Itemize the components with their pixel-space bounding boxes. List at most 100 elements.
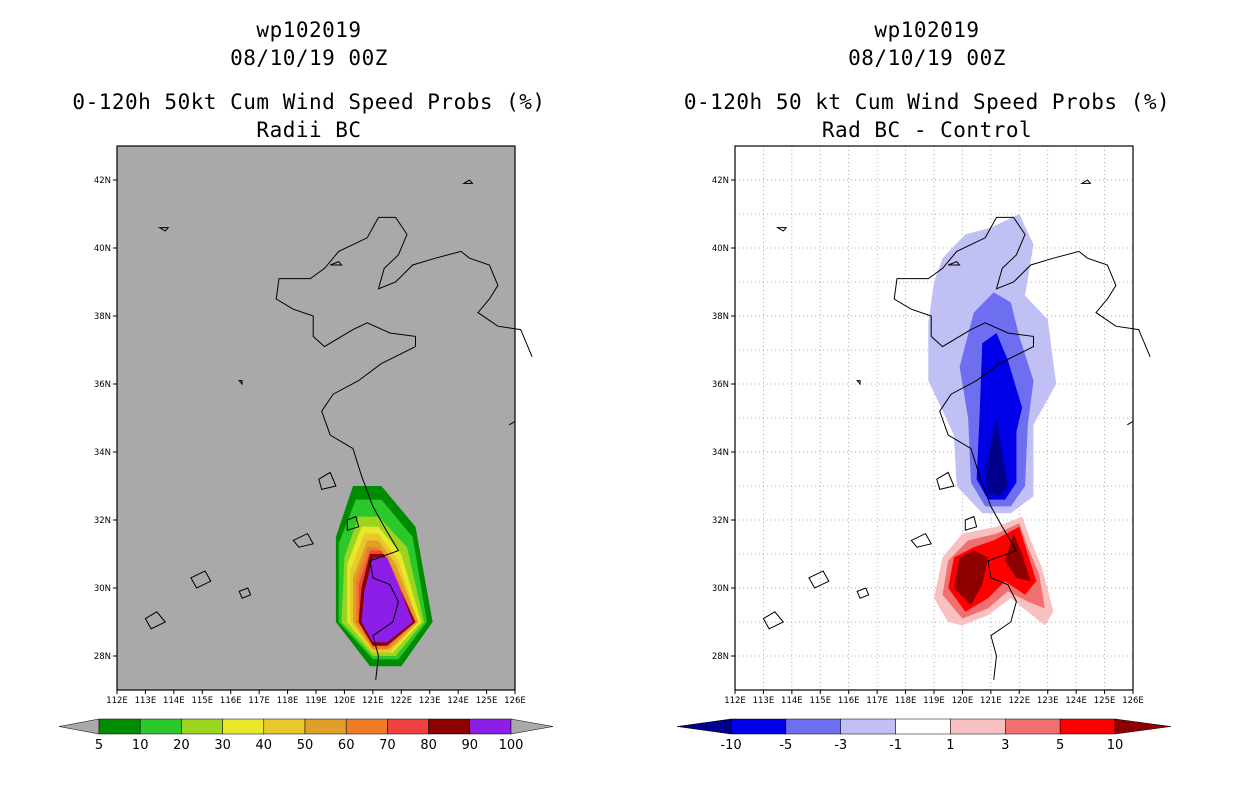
x-tick-label: 112E xyxy=(724,696,746,706)
x-tick-label: 126E xyxy=(504,696,526,706)
colorbar-swatch xyxy=(840,718,896,735)
coastline xyxy=(762,179,1151,680)
y-tick-label: 30N xyxy=(94,584,111,594)
chart-subtitle: Rad BC - Control xyxy=(821,118,1033,142)
colorbar-label: 5 xyxy=(1056,738,1064,753)
colorbar-swatch xyxy=(895,718,951,735)
colorbar-swatch xyxy=(263,718,306,735)
colorbar-swatch xyxy=(181,718,223,735)
colorbar-label: 50 xyxy=(297,738,314,753)
colorbar-label: -1 xyxy=(889,738,902,753)
y-tick-label: 28N xyxy=(712,652,729,662)
chart-title-date: 08/10/19 00Z xyxy=(230,46,388,70)
y-tick-label: 42N xyxy=(712,176,729,186)
colorbar-label: 90 xyxy=(462,738,479,753)
colorbar: 5 10 20 30 40 50 60 70 80 90 100 xyxy=(58,718,554,753)
x-tick-label: 115E xyxy=(191,696,213,706)
y-tick-label: 34N xyxy=(712,448,729,458)
colorbar-label: 30 xyxy=(214,738,231,753)
y-tick-label: 40N xyxy=(94,244,111,254)
x-tick-label: 116E xyxy=(838,696,860,706)
x-tick-label: 117E xyxy=(866,696,888,706)
x-tick-label: 125E xyxy=(1094,696,1116,706)
x-tick-label: 125E xyxy=(476,696,498,706)
colorbar-label: 1 xyxy=(946,738,954,753)
chart-subtitle: Radii BC xyxy=(256,118,362,142)
x-tick-label: 118E xyxy=(895,696,917,706)
y-tick-label: 36N xyxy=(712,380,729,390)
colorbar-swatch xyxy=(98,718,141,735)
x-tick-label: 118E xyxy=(277,696,299,706)
chart-title-date: 08/10/19 00Z xyxy=(848,46,1006,70)
x-tick-label: 119E xyxy=(923,696,945,706)
chart-title-variable: 0-120h 50kt Cum Wind Speed Probs (%) xyxy=(72,90,546,114)
x-tick-label: 119E xyxy=(305,696,327,706)
colorbar-label: 100 xyxy=(499,738,524,753)
panel-radii-bc: wp102019 08/10/19 00Z 0-120h 50kt Cum Wi… xyxy=(58,18,554,753)
x-tick-label: 114E xyxy=(781,696,803,706)
colorbar-over-arrow xyxy=(1114,718,1172,735)
x-tick-label: 115E xyxy=(809,696,831,706)
colorbar-label: 40 xyxy=(256,738,273,753)
y-tick-label: 36N xyxy=(94,380,111,390)
colorbar: -10 -5 -3 -1 1 3 5 10 xyxy=(676,718,1172,753)
y-tick-label: 34N xyxy=(94,448,111,458)
colorbar-swatch xyxy=(469,718,512,735)
y-tick-label: 32N xyxy=(94,516,111,526)
colorbar-swatch xyxy=(387,718,429,735)
contour-level-10-99 xyxy=(1005,533,1031,582)
panel-difference: wp102019 08/10/19 00Z 0-120h 50 kt Cum W… xyxy=(618,0,1236,800)
x-tick-label: 126E xyxy=(1122,696,1144,706)
colorbar-swatch xyxy=(785,718,841,735)
chart-title-storm-id: wp102019 xyxy=(874,18,980,42)
map-plot-left: 112E 113E 114E 115E 116E 117E 118E 119E 120E 121E… xyxy=(58,145,554,753)
colorbar-swatch xyxy=(139,718,182,735)
y-tick-label: 38N xyxy=(712,312,729,322)
colorbar-swatch xyxy=(428,718,471,735)
colorbar-swatch xyxy=(1059,718,1116,735)
colorbar-label: 10 xyxy=(1107,738,1124,753)
x-tick-label: 121E xyxy=(362,696,384,706)
y-tick-label: 42N xyxy=(94,176,111,186)
chart-title-variable: 0-120h 50 kt Cum Wind Speed Probs (%) xyxy=(683,90,1171,114)
contour-level-10-99 xyxy=(953,550,988,605)
x-tick-label: 124E xyxy=(447,696,469,706)
contour-level--99--10 xyxy=(985,418,1008,497)
map-plot-right: 112E 113E 114E 115E 116E 117E 118E 119E 120E 121E… xyxy=(676,145,1172,753)
y-tick-label: 32N xyxy=(712,516,729,526)
colorbar-under-arrow xyxy=(58,718,100,735)
x-tick-label: 120E xyxy=(334,696,356,706)
x-tick-label: 124E xyxy=(1065,696,1087,706)
colorbar-label: 70 xyxy=(379,738,396,753)
x-tick-label: 121E xyxy=(980,696,1002,706)
colorbar-label: -3 xyxy=(834,738,847,753)
x-tick-label: 122E xyxy=(390,696,412,706)
colorbar-label: 10 xyxy=(132,738,149,753)
colorbar-label: 3 xyxy=(1001,738,1009,753)
y-tick-label: 30N xyxy=(712,584,729,594)
colorbar-label: 5 xyxy=(95,738,103,753)
colorbar-label: 20 xyxy=(173,738,190,753)
colorbar-label: 60 xyxy=(338,738,355,753)
colorbar-label: 80 xyxy=(420,738,437,753)
colorbar-swatch xyxy=(950,718,1006,735)
colorbar-label: -10 xyxy=(720,738,741,753)
colorbar-swatch xyxy=(304,718,347,735)
x-tick-label: 116E xyxy=(220,696,242,706)
x-tick-label: 114E xyxy=(163,696,185,706)
colorbar-swatch xyxy=(1005,718,1061,735)
plot-background xyxy=(117,146,515,690)
x-tick-label: 113E xyxy=(135,696,157,706)
x-tick-label: 123E xyxy=(419,696,441,706)
colorbar-swatch xyxy=(730,718,787,735)
y-tick-label: 28N xyxy=(94,652,111,662)
colorbar-swatch xyxy=(345,718,388,735)
colorbar-over-arrow xyxy=(510,718,554,735)
x-tick-label: 120E xyxy=(952,696,974,706)
colorbar-label: -5 xyxy=(779,738,792,753)
x-tick-label: 113E xyxy=(753,696,775,706)
colorbar-under-arrow xyxy=(676,718,732,735)
x-tick-label: 122E xyxy=(1008,696,1030,706)
colorbar-swatch xyxy=(222,718,265,735)
x-tick-label: 112E xyxy=(106,696,128,706)
